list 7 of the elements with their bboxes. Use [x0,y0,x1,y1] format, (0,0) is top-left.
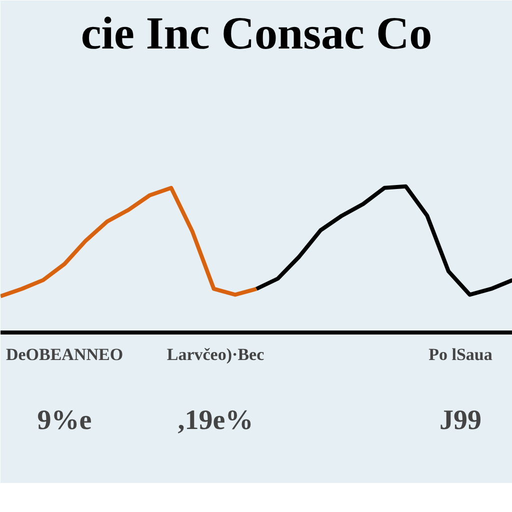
text: Po lSaua [428,345,493,364]
chart-title: cie Inc Consac Co [80,8,432,58]
text: 9%e [37,405,92,436]
text: DeOBEANNEO [6,345,124,364]
text: Larvčeo)·Bec [166,345,265,364]
text: J99 [440,405,482,436]
text: ,19e% [178,405,254,436]
